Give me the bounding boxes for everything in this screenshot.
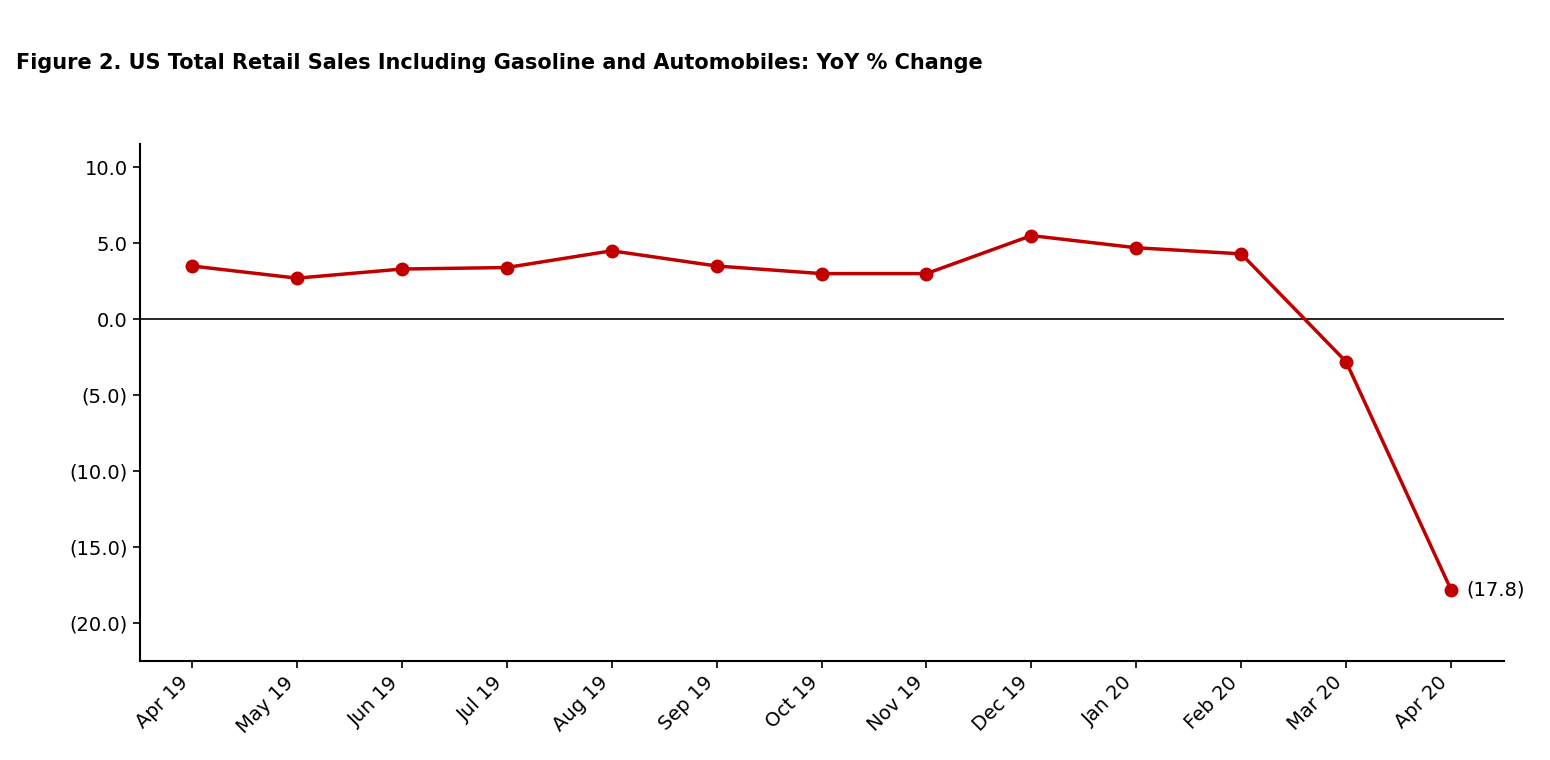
Text: Figure 2. US Total Retail Sales Including Gasoline and Automobiles: YoY % Change: Figure 2. US Total Retail Sales Includin… [16,53,983,73]
Text: (17.8): (17.8) [1466,581,1525,599]
